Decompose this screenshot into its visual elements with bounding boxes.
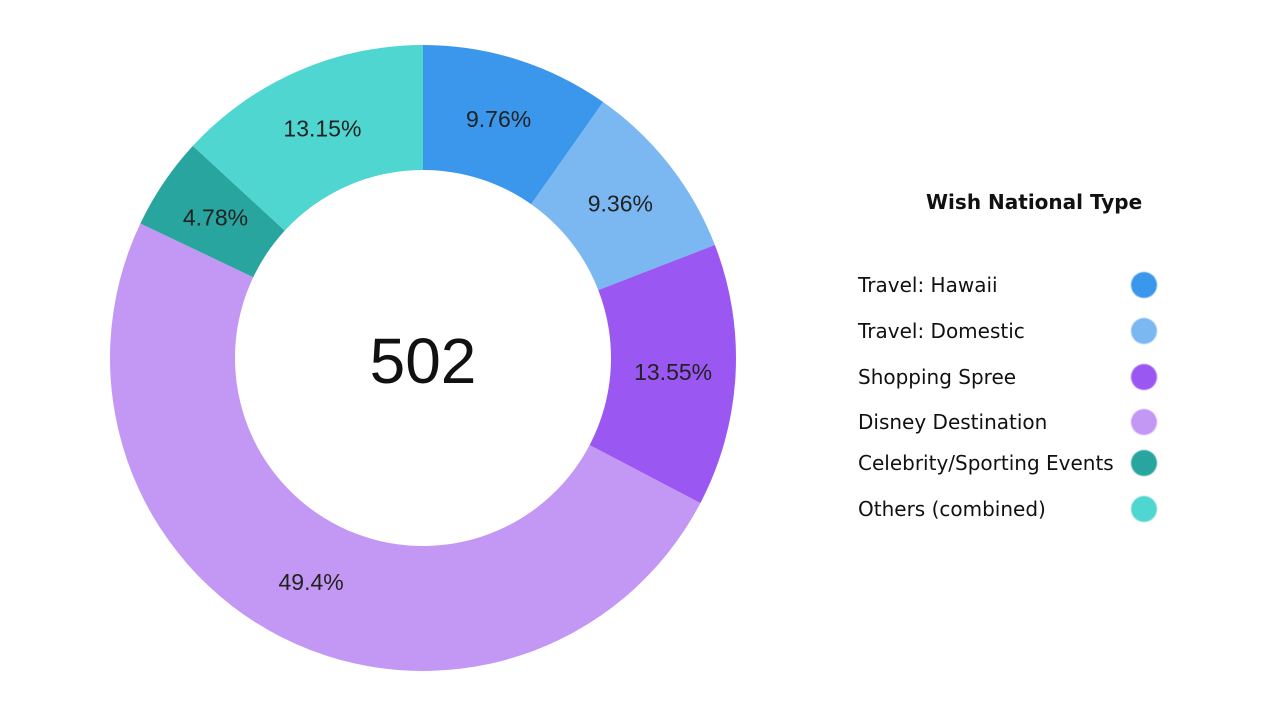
legend-item-others-combined: Others (combined) [858,494,1168,524]
legend-label: Disney Destination [858,410,1048,434]
slice-label-disney-destination: 49.4% [278,569,343,595]
slice-label-shopping-spree: 13.55% [634,359,712,385]
slice-travel-hawaii [423,45,604,205]
legend-swatch [1131,364,1157,390]
legend-swatch [1131,272,1157,298]
legend-item-shopping-spree: Shopping Spree [858,362,1168,392]
legend-label: Others (combined) [858,497,1046,521]
legend-item-travel-hawaii: Travel: Hawaii [858,270,1168,300]
slice-celebrity-sporting-events [140,145,285,278]
slice-label-travel-hawaii: 9.76% [466,106,531,132]
legend-label: Travel: Domestic [858,319,1025,343]
slice-label-others-combined: 13.15% [283,116,361,142]
slice-label-celebrity-sporting-events: 4.78% [183,205,248,231]
legend-swatch [1131,409,1157,435]
legend-swatch [1131,496,1157,522]
donut-slices [110,45,736,671]
slice-travel-domestic [531,102,715,291]
donut-slice-labels: 9.76% 9.36% 13.55% 49.4% 4.78% 13.15% [183,106,712,595]
legend-label: Celebrity/Sporting Events [858,451,1114,475]
legend-title: Wish National Type [926,190,1143,214]
legend-swatch [1131,450,1157,476]
legend-label: Shopping Spree [858,365,1017,389]
legend-item-celebrity-sporting-events: Celebrity/Sporting Events [858,448,1168,478]
slice-label-travel-domestic: 9.36% [588,191,653,217]
slice-shopping-spree [589,244,736,504]
slice-disney-destination [110,223,701,671]
legend: Wish National Type Travel: Hawaii Travel… [858,186,1178,546]
slice-others-combined [192,45,423,231]
legend-label: Travel: Hawaii [858,273,998,297]
donut-chart: 9.76% 9.36% 13.55% 49.4% 4.78% 13.15% 502 [110,45,736,671]
center-total: 502 [370,325,477,397]
legend-item-travel-domestic: Travel: Domestic [858,316,1168,346]
legend-item-disney-destination: Disney Destination [858,407,1168,437]
legend-swatch [1131,318,1157,344]
